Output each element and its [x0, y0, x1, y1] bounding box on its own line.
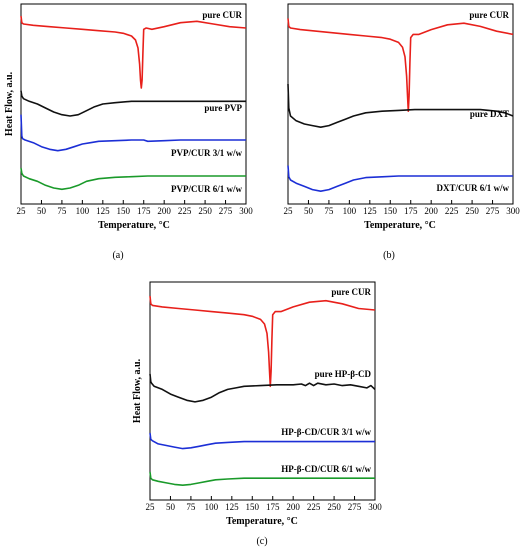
panel-label-a: (a) — [112, 250, 123, 261]
x-tick-label-c-100: 100 — [205, 502, 219, 512]
series-label-b-dxt-cur-6-1-w-w: DXT/CUR 6/1 w/w — [436, 183, 509, 193]
y-axis-label-a: Heat Flow, a.u. — [4, 71, 15, 136]
x-axis-label-a: Temperature, °C — [98, 220, 170, 231]
series-label-b-pure-cur: pure CUR — [469, 10, 509, 20]
x-tick-label-a-250: 250 — [198, 206, 212, 216]
x-tick-label-b-225: 225 — [445, 206, 459, 216]
series-labels-a: pure CUR pure PVP PVP/CUR 3/1 w/w PVP/CUR 6… — [171, 10, 242, 194]
x-tick-label-c-275: 275 — [348, 502, 362, 512]
x-tick-label-a-125: 125 — [96, 206, 110, 216]
x-tick-label-c-75: 75 — [186, 502, 196, 512]
x-axis-label-c: Temperature, °C — [226, 516, 298, 527]
series-label-c-hp-cd-cur-3-1-w-w: HP-β-CD/CUR 3/1 w/w — [281, 427, 371, 437]
series-labels-b: pure CUR pure DXT DXT/CUR 6/1 w/w — [436, 10, 509, 193]
x-tick-label-c-250: 250 — [327, 502, 341, 512]
series-label-a-pvp-cur-6-1-w-w: PVP/CUR 6/1 w/w — [171, 184, 242, 194]
x-tick-label-b-50: 50 — [304, 206, 314, 216]
x-tick-label-b-250: 250 — [465, 206, 479, 216]
plot-frame-b — [287, 3, 514, 205]
curve-b-pure-cur — [287, 18, 514, 112]
plot-frame-c — [149, 281, 376, 501]
x-tick-label-a-75: 75 — [57, 206, 67, 216]
x-tick-label-c-50: 50 — [166, 502, 176, 512]
curve-b-dxt-cur-6-1-w-w — [287, 165, 513, 192]
curve-c-pure-hp-cd — [149, 373, 376, 403]
x-tick-label-b-125: 125 — [363, 206, 377, 216]
x-tick-label-c-225: 225 — [307, 502, 321, 512]
x-tick-label-a-25: 25 — [17, 206, 27, 216]
x-tick-label-b-75: 75 — [324, 206, 334, 216]
x-tick-label-a-225: 225 — [178, 206, 192, 216]
x-tick-label-c-175: 175 — [266, 502, 280, 512]
x-tick-label-a-175: 175 — [137, 206, 151, 216]
x-tick-label-a-150: 150 — [117, 206, 131, 216]
x-tick-label-b-300: 300 — [506, 206, 520, 216]
panel-label-c: (c) — [256, 536, 267, 547]
curve-c-hp-cd-cur-6-1-w-w — [149, 471, 375, 487]
curve-a-pure-cur — [20, 15, 247, 89]
x-tick-label-b-275: 275 — [486, 206, 500, 216]
curves-c — [149, 295, 376, 487]
curves-a — [20, 15, 247, 191]
series-label-a-pure-pvp: pure PVP — [204, 103, 242, 113]
x-ticks-a: 25 50 75 100 125 150 175 200 225 250 275 300 — [17, 200, 253, 216]
x-tick-label-b-25: 25 — [284, 206, 294, 216]
series-label-c-pure-hp-cd: pure HP-β-CD — [315, 369, 372, 379]
x-tick-label-a-200: 200 — [157, 206, 171, 216]
x-tick-label-a-100: 100 — [76, 206, 90, 216]
x-tick-label-b-150: 150 — [384, 206, 398, 216]
series-labels-c: pure CUR pure HP-β-CD HP-β-CD/CUR 3/1 w/w H… — [281, 287, 371, 474]
x-tick-label-b-100: 100 — [343, 206, 357, 216]
x-tick-label-b-200: 200 — [424, 206, 438, 216]
curve-a-pvp-cur-3-1-w-w — [20, 114, 246, 152]
curve-c-pure-cur — [149, 295, 376, 388]
curve-b-pure-dxt — [287, 83, 514, 128]
plot-frame-a — [20, 3, 247, 205]
series-label-c-hp-cd-cur-6-1-w-w: HP-β-CD/CUR 6/1 w/w — [281, 464, 371, 474]
series-label-a-pvp-cur-3-1-w-w: PVP/CUR 3/1 w/w — [171, 148, 242, 158]
curve-a-pure-pvp — [20, 90, 246, 117]
curves-b — [287, 18, 514, 192]
y-axis-label-c: Heat Flow, a.u. — [132, 358, 143, 423]
x-ticks-c: 25 50 75 100 125 150 175 200 225 250 275 300 — [146, 496, 382, 512]
x-tick-label-a-275: 275 — [219, 206, 233, 216]
series-label-a-pure-cur: pure CUR — [202, 10, 242, 20]
panel-b: 25 50 75 100 125 150 175 200 225 250 275 300 pure C… — [284, 3, 520, 261]
x-ticks-b: 25 50 75 100 125 150 175 200 225 250 275 300 — [284, 200, 520, 216]
curve-a-pvp-cur-6-1-w-w — [20, 167, 246, 191]
series-label-b-pure-dxt: pure DXT — [470, 109, 509, 119]
panel-a: 25 50 75 100 125 150 175 200 225 250 275 300 pure C… — [4, 3, 253, 261]
x-tick-label-a-50: 50 — [37, 206, 47, 216]
x-tick-label-a-300: 300 — [239, 206, 253, 216]
panel-label-b: (b) — [383, 250, 395, 261]
x-tick-label-c-150: 150 — [246, 502, 260, 512]
curve-c-hp-cd-cur-3-1-w-w — [149, 432, 375, 450]
x-tick-label-b-175: 175 — [404, 206, 418, 216]
x-tick-label-c-200: 200 — [286, 502, 300, 512]
series-label-c-pure-cur: pure CUR — [331, 287, 371, 297]
x-axis-label-b: Temperature, °C — [364, 220, 436, 231]
panel-c: 25 50 75 100 125 150 175 200 225 250 275 300 pure C… — [132, 281, 382, 547]
x-tick-label-c-300: 300 — [368, 502, 382, 512]
x-tick-label-c-125: 125 — [225, 502, 239, 512]
x-tick-label-c-25: 25 — [146, 502, 156, 512]
